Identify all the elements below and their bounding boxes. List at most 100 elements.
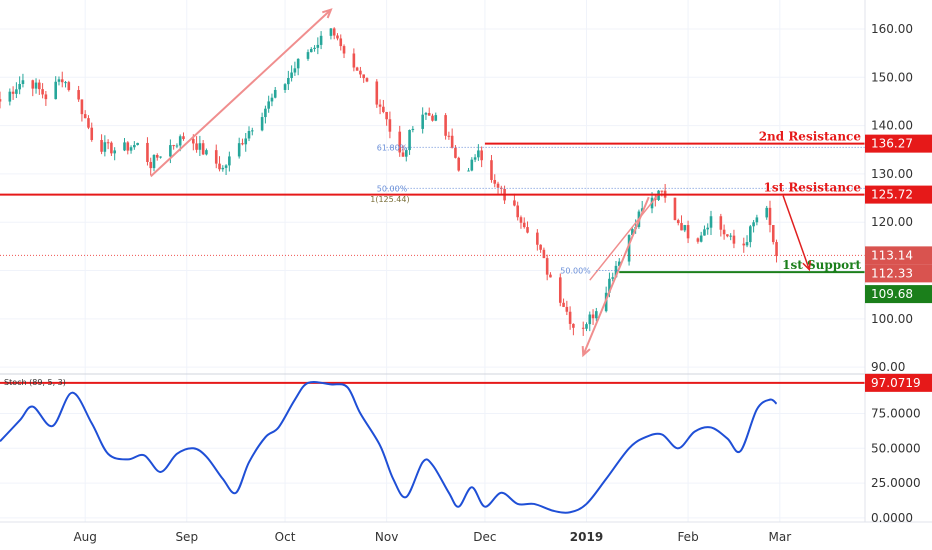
candle-body [44,94,48,100]
candle-body [457,157,461,171]
candle-body [319,35,323,45]
candle-body [80,99,84,115]
candle-body [224,165,228,168]
candle-body [355,67,359,71]
candle-body [755,217,759,223]
candle-body [316,44,320,48]
candle-body [611,277,615,279]
candle-body [522,222,526,228]
price-badge [865,285,932,304]
price-badge-label: 109.68 [871,287,913,301]
fib-label: 50.00% [560,267,591,276]
candle-body [614,265,618,278]
candle-body [309,49,313,53]
candle-body [581,327,585,329]
candle-body [562,302,565,307]
candle-body [775,242,778,257]
time-tick-label: Nov [375,530,398,544]
candle-body [38,82,41,90]
candle-body [34,82,38,89]
stoch-title: Stoch (89, 5, 3) [4,378,66,387]
candle-body [192,139,195,144]
projection-arrow-head [802,260,812,272]
candle-body [631,229,634,236]
price-tick-label: 100.00 [871,312,913,326]
annotations: 61.80% 50.00% 1(125.44) 50.00% 2nd Resistanc… [0,8,865,358]
stochastic-pane: Stoch (89, 5, 3) [0,373,932,519]
candle-body [450,135,454,148]
candle-body [427,113,431,116]
candle-body [660,190,664,192]
candle-body [513,200,516,206]
price-badge [865,185,932,204]
fib-label: 61.80% [377,143,408,152]
candle-body [332,28,336,36]
candle-body [260,117,264,131]
stoch-tick-label: 75.0000 [871,407,921,421]
candle-body [480,150,483,161]
candle-body [87,118,90,128]
candle-body [365,78,369,82]
candle-body [640,208,644,212]
candle-body [329,28,333,36]
price-badge-label: 136.27 [871,137,913,151]
stoch-tick-label: 25.0000 [871,476,921,490]
candle-body [526,227,529,233]
candle-body [473,157,477,160]
candle-body [519,217,523,223]
candle-body [60,79,64,83]
candle-body [454,147,457,158]
candle-body [729,235,732,237]
fib-label: 50.00% [377,184,408,193]
candle-body [572,323,575,328]
time-tick-label: Sep [175,530,198,544]
candle-body [516,205,519,218]
price-badge [865,134,932,153]
candle-body [706,227,710,230]
first-resistance-label: 1st Resistance [764,181,862,195]
candle-body [608,278,611,293]
candle-body [434,115,438,121]
price-tick-label: 90.00 [871,360,905,374]
candle-body [378,104,382,107]
candle-body [136,142,139,146]
candle-body [129,147,133,151]
candle-body [382,106,385,112]
candle-body [421,114,424,129]
candle-body [195,143,198,150]
candle-body [283,84,287,90]
fib-label: 1(125.44) [370,195,409,204]
candle-body [686,225,690,239]
candle-body [247,131,251,139]
candle-body [768,207,772,226]
trend-line [589,193,660,281]
trend-arrow-up [150,8,332,178]
candle-body [493,179,497,184]
price-tick-label: 140.00 [871,119,913,133]
time-tick-label: 2019 [570,530,603,544]
candle-body [431,115,434,121]
candle-body [182,136,185,140]
candle-body [752,222,755,227]
candle-body [545,258,549,275]
candle-body [313,47,316,50]
price-badge [865,373,932,392]
candle-body [568,311,572,324]
time-tick-label: Feb [677,530,698,544]
candle-body [273,89,277,98]
candle-body [133,145,136,148]
candle-body [539,244,542,250]
candle-body [401,152,405,157]
time-tick-label: Dec [473,530,496,544]
candle-body [270,97,274,102]
candle-body [336,35,339,39]
candle-body [408,129,411,151]
candle-body [680,223,683,231]
candle-body [447,135,451,137]
candle-body [110,142,113,154]
candle-body [470,159,474,171]
candle-body [100,139,103,152]
candle-body [595,311,598,319]
